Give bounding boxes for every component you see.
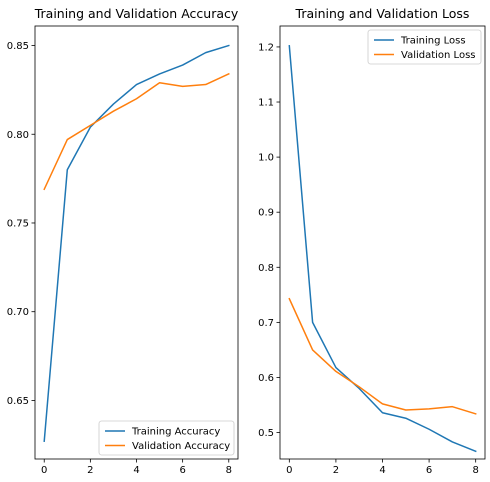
accuracy-chart: Training and Validation Accuracy 0 2 4 6 8 0.6… [7,6,239,476]
y-tick-label: 0.9 [258,208,274,219]
legend: Training Loss Validation Loss [367,29,482,65]
y-tick-label: 0.6 [258,373,274,384]
axes-frame [34,25,239,460]
y-tick-label: 0.70 [7,307,29,318]
x-tick-label: 6 [179,465,185,476]
x-tick-label: 4 [133,465,139,476]
legend-box [367,29,482,65]
y-tick-label: 0.75 [7,218,29,229]
series-line-0 [288,45,477,453]
x-tick-label: 2 [333,465,339,476]
loss-chart: Training and Validation Loss 0 2 4 6 8 0.5 0.6 0… [258,6,486,476]
x-tick-label: 0 [41,465,47,476]
series-line-0 [43,44,230,443]
x-tick-label: 8 [472,465,478,476]
chart-title: Training and Validation Accuracy [34,6,239,21]
x-tick-label: 6 [426,465,432,476]
legend-label-1: Validation Accuracy [132,441,230,452]
y-tick-label: 0.8 [258,263,274,274]
y-tick-label: 0.85 [7,41,29,52]
y-tick-label: 0.80 [7,130,29,141]
y-tick-label: 1.1 [258,98,274,109]
x-tick-label: 2 [87,465,93,476]
x-tick-label: 0 [286,465,292,476]
y-tick-label: 0.7 [258,318,274,329]
legend: Training Accuracy Validation Accuracy [98,420,235,456]
series-line-1 [43,72,230,191]
y-tick-label: 1.2 [258,42,274,53]
legend-label-0: Training Accuracy [131,427,220,438]
chart-title: Training and Validation Loss [295,6,470,21]
legend-box [98,420,235,456]
y-tick-label: 0.65 [7,396,29,407]
x-tick-label: 8 [226,465,232,476]
series-line-1 [288,297,477,415]
y-tick-label: 1.0 [258,153,274,164]
x-tick-label: 4 [379,465,385,476]
axes-frame [279,25,486,460]
legend-label-0: Training Loss [400,36,466,47]
y-tick-label: 0.5 [258,428,274,439]
legend-label-1: Validation Loss [401,50,476,61]
